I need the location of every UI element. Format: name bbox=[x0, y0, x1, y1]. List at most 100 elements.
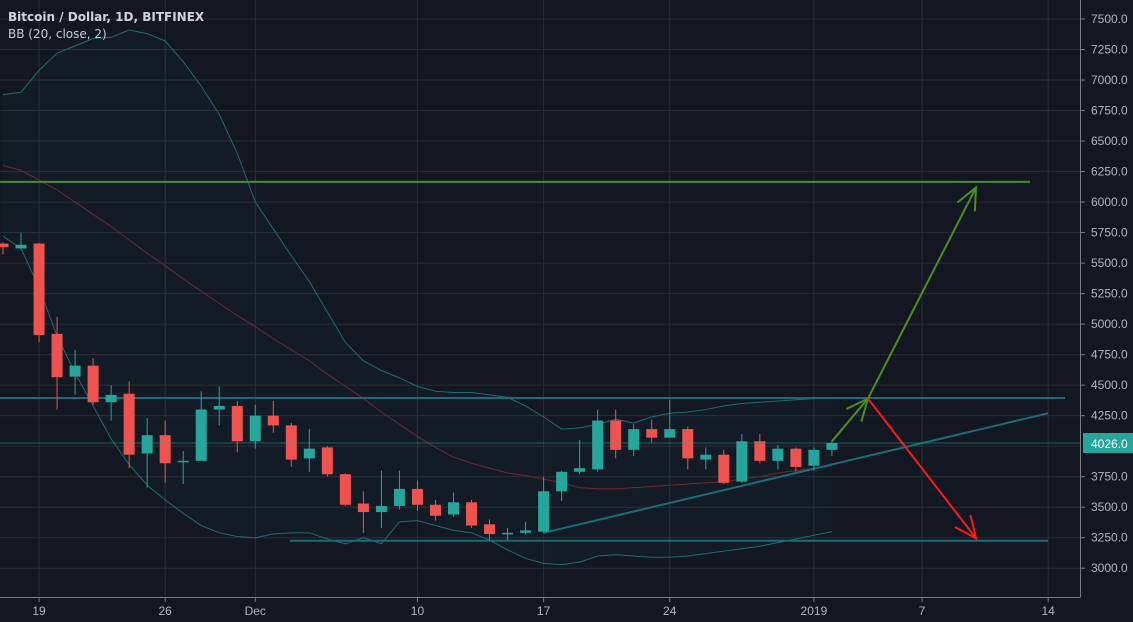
time-tick-label: 24 bbox=[663, 604, 677, 618]
candle bbox=[123, 381, 135, 469]
drawn-levels[interactable] bbox=[0, 180, 1065, 542]
candle-body bbox=[195, 409, 207, 461]
candle-body bbox=[303, 448, 315, 459]
arrow-shaft bbox=[831, 397, 869, 442]
candle-body bbox=[231, 405, 243, 442]
candle-body bbox=[718, 454, 730, 483]
trend-line[interactable] bbox=[543, 412, 1049, 534]
price-tick-label: 3000.0 bbox=[1091, 561, 1128, 575]
time-tick-label: 17 bbox=[537, 604, 551, 618]
candle bbox=[393, 470, 405, 510]
indicator-label[interactable]: BB (20, close, 2) bbox=[8, 27, 107, 41]
candle bbox=[213, 386, 225, 426]
candle bbox=[177, 451, 189, 485]
candle bbox=[159, 420, 171, 483]
time-scale[interactable]: 19 26 Dec 10 17 24 2019 7 14 bbox=[0, 597, 1133, 622]
price-tick-label: 7250.0 bbox=[1091, 43, 1128, 57]
candle-body bbox=[0, 243, 9, 248]
candle-body bbox=[484, 524, 496, 535]
candle-body bbox=[375, 505, 387, 513]
candle bbox=[51, 316, 63, 410]
candle-body bbox=[448, 502, 459, 515]
candle-body bbox=[123, 393, 135, 455]
price-tick-label: 3250.0 bbox=[1091, 531, 1128, 545]
candle-body bbox=[69, 365, 81, 377]
candle-body bbox=[267, 415, 279, 426]
candle bbox=[484, 519, 496, 541]
price-tick-label: 6500.0 bbox=[1091, 134, 1128, 148]
candle-body bbox=[249, 415, 261, 442]
price-tick-label: 5750.0 bbox=[1091, 226, 1128, 240]
candle bbox=[466, 499, 478, 528]
price-tick-label: 7000.0 bbox=[1091, 73, 1128, 87]
candle bbox=[267, 401, 279, 433]
candle bbox=[448, 492, 459, 517]
candle-body bbox=[429, 504, 441, 516]
price-tick-label: 5500.0 bbox=[1091, 256, 1128, 270]
candle-body bbox=[592, 420, 604, 470]
time-tick-label: 26 bbox=[159, 604, 173, 618]
time-tick-label: 14 bbox=[1041, 604, 1055, 618]
price-tick-label: 4500.0 bbox=[1091, 378, 1128, 392]
candle-body bbox=[664, 429, 676, 438]
symbol-title: Bitcoin / Dollar, 1D, BITFINEX bbox=[8, 10, 205, 24]
bollinger-bands bbox=[2, 29, 833, 566]
candle bbox=[195, 391, 207, 461]
price-scale-bg bbox=[1080, 0, 1133, 622]
candle bbox=[556, 470, 568, 502]
candle bbox=[520, 521, 532, 535]
arrow-shaft bbox=[867, 397, 977, 539]
candle-body bbox=[357, 503, 369, 513]
chart-legend: Bitcoin / Dollar, 1D, BITFINEX BB (20, c… bbox=[8, 9, 204, 43]
candle-body bbox=[339, 474, 351, 505]
candle bbox=[664, 399, 676, 438]
bollinger-fill bbox=[3, 29, 832, 565]
candle bbox=[700, 447, 712, 470]
candle bbox=[628, 424, 640, 456]
candle bbox=[682, 426, 694, 470]
candle-body bbox=[682, 429, 694, 459]
candle bbox=[592, 409, 604, 472]
candle-body bbox=[736, 441, 748, 482]
time-tick-label: 10 bbox=[411, 604, 425, 618]
candle bbox=[574, 440, 586, 475]
candle-body bbox=[556, 471, 568, 492]
bb-upper-line bbox=[2, 29, 832, 430]
candle-body bbox=[393, 488, 405, 506]
candle-body bbox=[105, 394, 117, 403]
bb-basis-line bbox=[2, 164, 832, 490]
candle bbox=[754, 433, 766, 464]
candle bbox=[0, 242, 9, 255]
candle bbox=[69, 349, 81, 395]
time-scale-bg bbox=[0, 597, 1133, 622]
price-tick-label: 6000.0 bbox=[1091, 195, 1128, 209]
candle bbox=[411, 480, 423, 511]
candle-body bbox=[87, 365, 99, 403]
candle bbox=[502, 527, 514, 541]
candle bbox=[357, 491, 369, 533]
candle bbox=[141, 418, 153, 488]
drawn-arrows[interactable] bbox=[831, 185, 978, 541]
arrow-bull-target[interactable] bbox=[867, 185, 978, 400]
candle-body bbox=[574, 468, 586, 472]
last-price-badge bbox=[1083, 433, 1133, 454]
price-tick-label: 7500.0 bbox=[1091, 12, 1128, 26]
arrow-breakout-up[interactable] bbox=[831, 396, 870, 442]
candle bbox=[105, 385, 117, 421]
time-tick-label: Dec bbox=[245, 604, 266, 618]
last-price-label: 4026.0 bbox=[1091, 437, 1128, 451]
candle-body bbox=[502, 532, 514, 535]
candle bbox=[375, 470, 387, 528]
candle-body bbox=[772, 448, 784, 461]
time-tick-label: 2019 bbox=[801, 604, 828, 618]
candle-body bbox=[790, 448, 802, 467]
candle bbox=[646, 419, 658, 443]
arrow-bear-target[interactable] bbox=[867, 397, 978, 541]
candle bbox=[321, 446, 333, 477]
candle-body bbox=[411, 488, 423, 505]
candle bbox=[790, 447, 802, 472]
candle-body bbox=[700, 454, 712, 460]
